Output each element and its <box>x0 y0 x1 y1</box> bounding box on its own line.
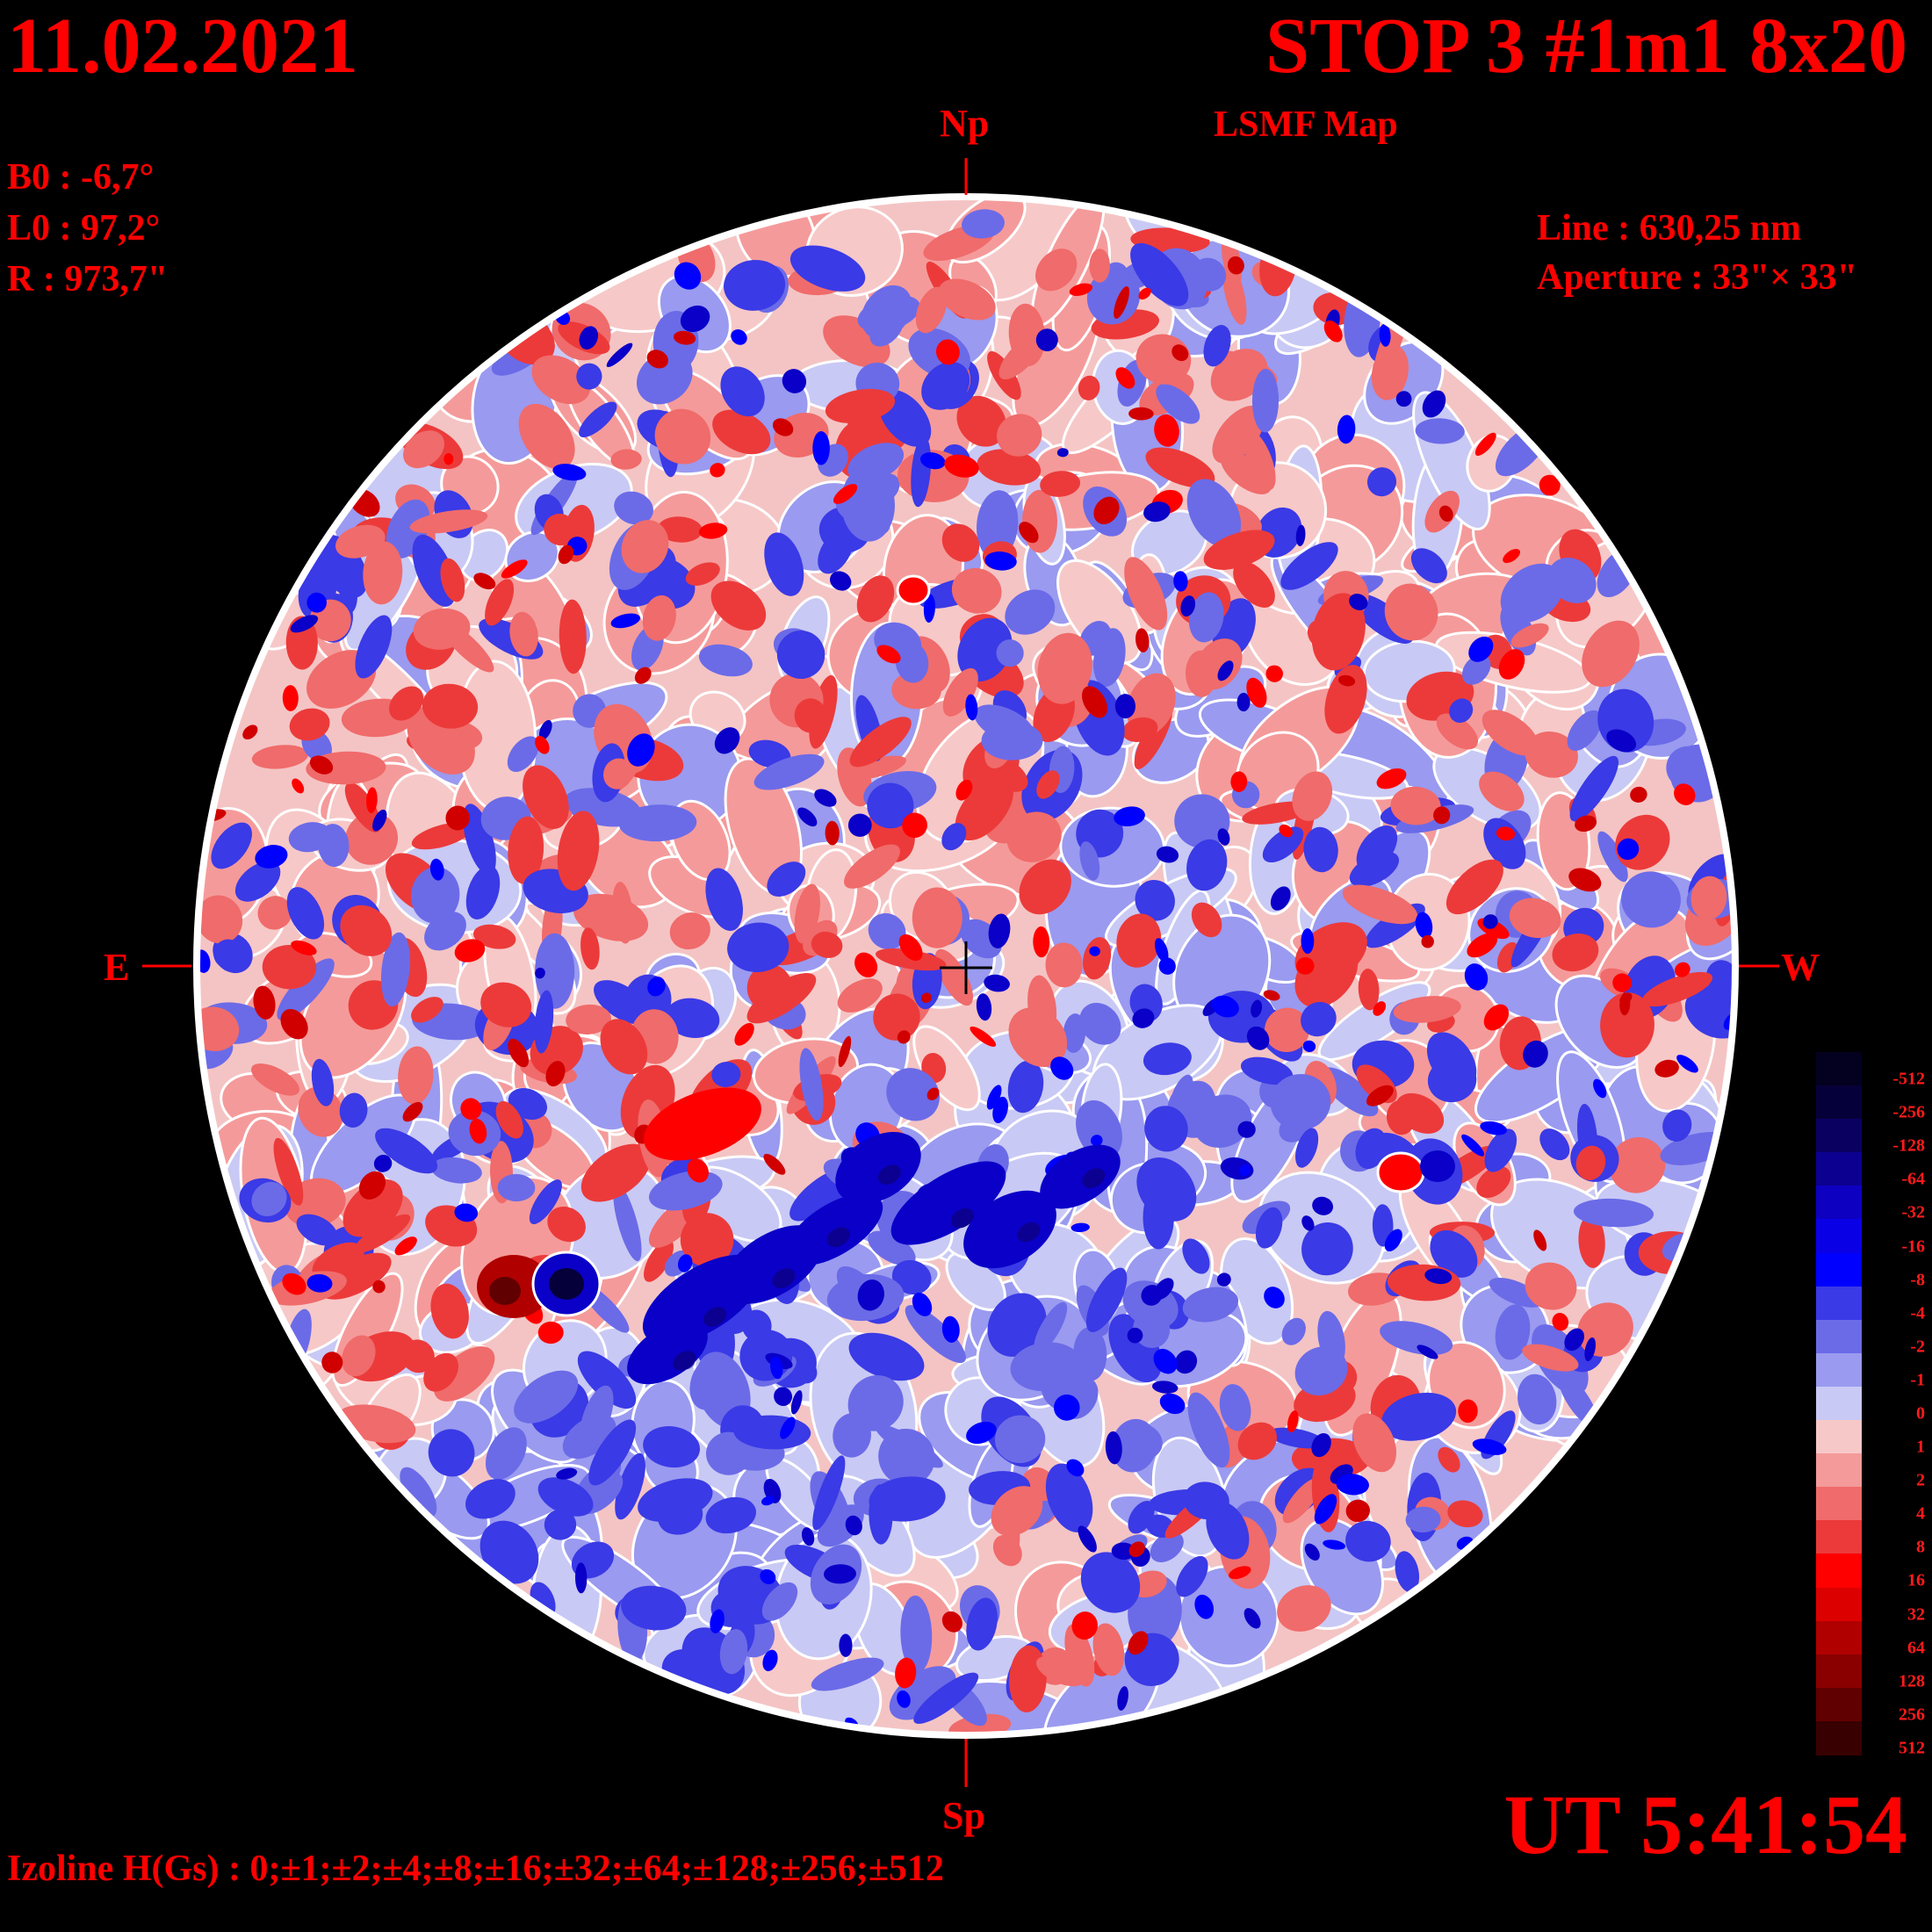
scale-swatch <box>1816 1252 1862 1287</box>
observation-date: 11.02.2021 <box>7 3 359 90</box>
aperture-size: Aperture : 33"× 33" <box>1537 257 1857 298</box>
scale-swatch <box>1816 1487 1862 1522</box>
param-radius: R : 973,7" <box>7 259 169 299</box>
scale-label: 128 <box>1899 1671 1925 1691</box>
scale-label: 4 <box>1916 1503 1925 1524</box>
scale-swatch <box>1816 1286 1862 1321</box>
scale-label: -256 <box>1892 1102 1925 1122</box>
scale-swatch <box>1816 1554 1862 1589</box>
scale-label: 2 <box>1916 1470 1925 1490</box>
scale-swatch <box>1816 1319 1862 1354</box>
isoline-levels: Izoline H(Gs) : 0;±1;±2;±4;±8;±16;±32;±6… <box>7 1849 944 1889</box>
scale-swatch <box>1816 1587 1862 1622</box>
disk-limb <box>193 193 1739 1739</box>
scale-label: -16 <box>1901 1236 1925 1257</box>
west-label: W <box>1781 946 1820 989</box>
scale-swatch <box>1816 1720 1862 1755</box>
scale-label: -2 <box>1910 1337 1925 1357</box>
scale-label: 64 <box>1907 1638 1925 1658</box>
scale-swatch <box>1816 1219 1862 1254</box>
scale-label: 1 <box>1916 1437 1925 1457</box>
scale-swatch <box>1816 1420 1862 1455</box>
scale-label: -64 <box>1901 1169 1925 1189</box>
map-subtitle: LSMF Map <box>1214 105 1398 145</box>
spectral-line: Line : 630,25 nm <box>1537 208 1802 249</box>
north-pole-label: Np <box>940 102 990 145</box>
scale-label: 32 <box>1907 1604 1925 1625</box>
scale-label: 0 <box>1916 1403 1925 1424</box>
color-scale-labels: -512 -256 -128 -64 -32 -16 -8 -4 -2 -1 0 1 2 4 8 16 32 64… <box>1864 1052 1925 1758</box>
scale-label: 256 <box>1899 1705 1925 1725</box>
scale-swatch <box>1816 1085 1862 1121</box>
scale-label: 8 <box>1916 1537 1925 1557</box>
scale-swatch <box>1816 1453 1862 1489</box>
scale-swatch <box>1816 1386 1862 1422</box>
scale-swatch <box>1816 1052 1862 1087</box>
scale-swatch <box>1816 1654 1862 1689</box>
param-l0: L0 : 97,2° <box>7 208 161 249</box>
map-title: STOP 3 #1m1 8x20 <box>1265 3 1907 90</box>
scale-swatch <box>1816 1620 1862 1655</box>
scale-label: -512 <box>1892 1069 1925 1089</box>
scale-swatch <box>1816 1520 1862 1555</box>
scale-label: 16 <box>1907 1570 1925 1590</box>
scale-label: 512 <box>1899 1738 1925 1758</box>
field-contours <box>198 198 1734 1734</box>
scale-swatch <box>1816 1687 1862 1722</box>
east-label: E <box>104 946 130 989</box>
scale-label: -32 <box>1901 1202 1925 1222</box>
universal-time: UT 5:41:54 <box>1503 1777 1907 1871</box>
scale-label: -4 <box>1910 1303 1925 1323</box>
scale-label: -1 <box>1910 1370 1925 1390</box>
scale-swatch <box>1816 1152 1862 1187</box>
scale-label: -128 <box>1892 1135 1925 1156</box>
scale-swatch <box>1816 1186 1862 1221</box>
scale-swatch <box>1816 1119 1862 1154</box>
scale-swatch <box>1816 1352 1862 1388</box>
scale-label: -8 <box>1910 1270 1925 1290</box>
south-pole-label: Sp <box>942 1794 985 1837</box>
param-b0: B0 : -6,7° <box>7 157 155 198</box>
color-scale-bar <box>1816 1052 1862 1755</box>
